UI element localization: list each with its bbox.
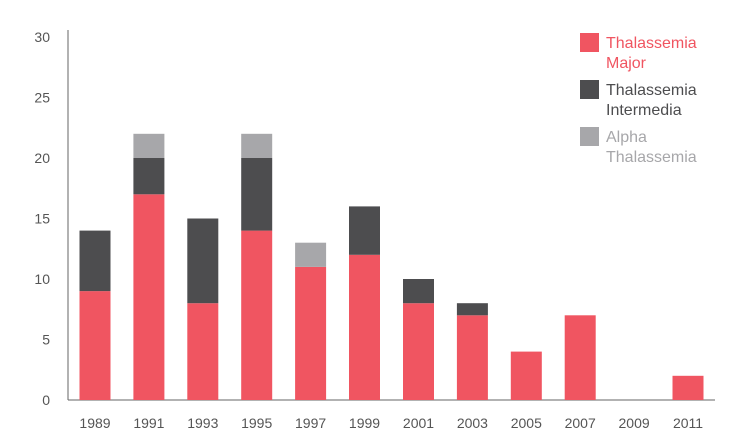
legend-label: Thalassemia <box>606 82 697 99</box>
bars <box>79 133 704 400</box>
bar-segment-thalassemia-major-2005 <box>510 351 542 400</box>
y-tick-label: 30 <box>34 29 50 45</box>
bar-segment-thalassemia-intermedia-1999 <box>349 206 380 255</box>
bar-segment-alpha-thalassemia-1991 <box>133 133 165 158</box>
bar-segment-thalassemia-major-1991 <box>133 194 165 400</box>
bar-segment-thalassemia-major-1989 <box>79 291 111 400</box>
y-tick-label: 25 <box>34 90 50 106</box>
x-tick-label: 2007 <box>565 415 596 431</box>
y-tick-label: 5 <box>42 332 50 348</box>
legend-label: Major <box>606 55 647 72</box>
bar-segment-thalassemia-major-2011 <box>672 375 704 400</box>
legend-swatch <box>580 127 599 146</box>
bar-segment-thalassemia-major-1999 <box>349 254 380 400</box>
bar-segment-thalassemia-intermedia-1989 <box>79 230 111 292</box>
bar-segment-thalassemia-major-1993 <box>187 303 219 400</box>
x-tick-label: 2005 <box>511 415 542 431</box>
bar-segment-thalassemia-major-2007 <box>564 315 596 400</box>
legend-label: Intermedia <box>606 102 682 119</box>
bar-segment-thalassemia-major-2001 <box>403 303 434 400</box>
legend-swatch <box>580 80 599 99</box>
legend-label: Thalassemia <box>606 35 697 52</box>
y-tick-label: 10 <box>34 271 50 287</box>
x-tick-label: 1997 <box>295 415 326 431</box>
x-tick-label: 2001 <box>403 415 434 431</box>
y-tick-label: 0 <box>42 392 50 408</box>
bar-segment-thalassemia-intermedia-2003 <box>456 303 488 316</box>
y-tick-label: 15 <box>34 211 50 227</box>
bar-segment-thalassemia-major-1995 <box>241 230 273 400</box>
x-tick-label: 1999 <box>349 415 380 431</box>
x-tick-label: 1993 <box>187 415 218 431</box>
x-tick-label: 1989 <box>79 415 110 431</box>
x-tick-label: 1991 <box>133 415 164 431</box>
bar-segment-thalassemia-major-2003 <box>456 315 488 400</box>
bar-segment-thalassemia-intermedia-2001 <box>403 279 434 304</box>
y-axis-ticks: 0 5 10 15 20 25 30 <box>34 29 50 408</box>
bar-segment-thalassemia-intermedia-1993 <box>187 218 219 304</box>
x-tick-label: 2011 <box>673 415 703 431</box>
bar-segment-thalassemia-intermedia-1995 <box>241 158 273 231</box>
legend-label: Thalassemia <box>606 149 697 166</box>
x-tick-label: 2009 <box>619 415 650 431</box>
legend-swatch <box>580 33 599 52</box>
bar-segment-alpha-thalassemia-1997 <box>295 242 327 267</box>
bar-segment-thalassemia-major-1997 <box>295 266 327 400</box>
x-axis-ticks: 1989 1991 1993 1995 1997 1999 2001 2003 2005 2007… <box>79 415 703 431</box>
bar-segment-thalassemia-intermedia-1991 <box>133 158 165 195</box>
y-tick-label: 20 <box>34 150 50 166</box>
legend: Thalassemia Major Thalassemia Intermedia Alp… <box>580 33 697 166</box>
x-tick-label: 2003 <box>457 415 488 431</box>
x-tick-label: 1995 <box>241 415 272 431</box>
bar-segment-alpha-thalassemia-1995 <box>241 133 273 158</box>
legend-label: Alpha <box>606 129 647 146</box>
